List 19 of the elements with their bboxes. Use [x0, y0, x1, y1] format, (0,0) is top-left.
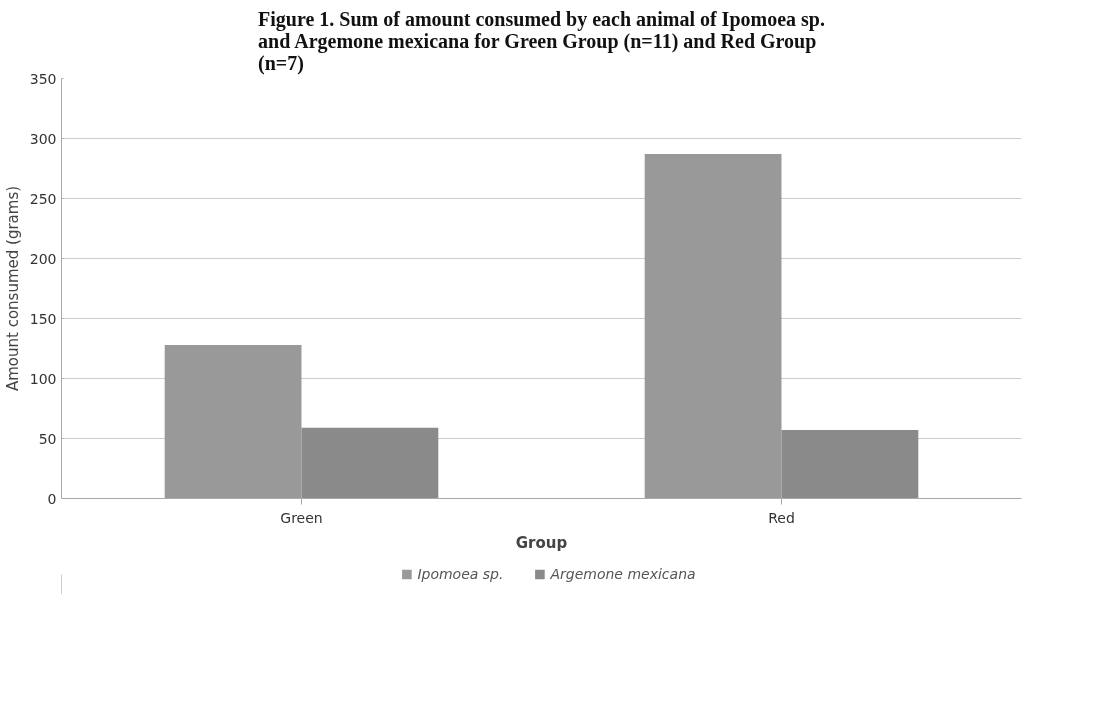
x-tick-label: Red [768, 509, 795, 526]
x-axis-title: Group [515, 533, 568, 552]
legend-label: Ipomoea sp. [417, 566, 504, 582]
chart-title: Figure 1. Sum of amount consumed by each animal of Ipomoea sp. and Argemone mexicana for Green Group (n=11) and Red Group (n=7) [258, 7, 825, 75]
bar [301, 427, 439, 499]
y-tick-label: 150 [29, 310, 57, 327]
legend-label: Argemone mexicana [550, 566, 696, 582]
y-tick-label: 200 [29, 250, 57, 267]
y-axis-title: Amount consumed (grams) [3, 185, 22, 392]
y-tick-label: 0 [47, 490, 57, 507]
y-tick-label: 300 [29, 130, 57, 147]
bar [164, 344, 302, 499]
bar [644, 154, 782, 499]
y-tick-label: 100 [29, 370, 57, 387]
x-tick-label: Green [280, 509, 323, 526]
y-tick-label: 50 [38, 430, 57, 447]
y-tick-label: 250 [29, 190, 57, 207]
bar [781, 430, 919, 499]
y-tick-label: 350 [29, 70, 57, 87]
